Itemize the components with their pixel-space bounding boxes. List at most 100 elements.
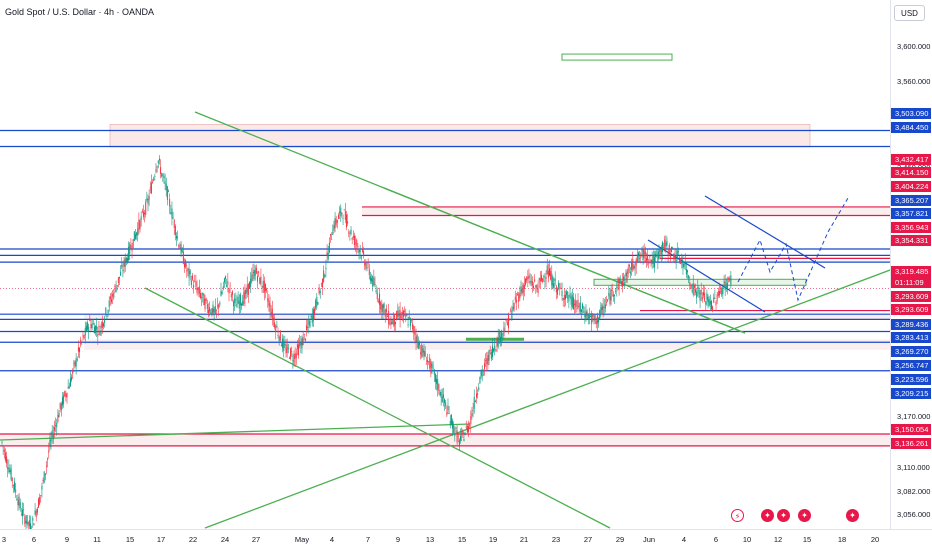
- candle-body: [276, 325, 278, 328]
- price-level-label: 3,432.417: [891, 154, 931, 165]
- price-level-label: 3,484.450: [891, 122, 931, 133]
- candle-body: [3, 449, 5, 452]
- candle-body: [204, 298, 206, 310]
- candle-body: [405, 314, 407, 318]
- candle-body: [639, 258, 641, 259]
- candle-body: [612, 294, 614, 297]
- candle-body: [449, 420, 451, 426]
- candle-body: [20, 514, 22, 516]
- candle-body: [202, 292, 204, 296]
- candle-body: [700, 289, 702, 295]
- time-tick-label: 19: [488, 535, 498, 544]
- candle-body: [603, 306, 605, 308]
- candle-body: [147, 199, 149, 205]
- candle-body: [537, 288, 539, 294]
- candle-body: [684, 260, 686, 265]
- time-tick-label: 6: [713, 535, 719, 544]
- candle-body: [704, 292, 706, 301]
- candle-body: [683, 264, 685, 267]
- candle-body: [372, 276, 374, 287]
- currency-button[interactable]: USD: [894, 5, 925, 21]
- time-axis-separator: [0, 529, 932, 530]
- us-flag-icon[interactable]: ✦: [777, 509, 790, 522]
- candle-body: [450, 415, 452, 425]
- candle-body: [527, 276, 529, 279]
- candle-body: [55, 425, 57, 426]
- candle-body: [76, 359, 78, 361]
- candle-body: [263, 280, 265, 293]
- candle-body: [258, 271, 260, 273]
- candle-body: [222, 286, 224, 289]
- candle-body: [291, 350, 293, 353]
- candle-body: [219, 302, 221, 305]
- candle-body: [522, 285, 524, 293]
- candle-body: [404, 311, 406, 313]
- candle-body: [187, 268, 189, 270]
- candle-body: [164, 181, 166, 184]
- channel-line: [647, 239, 766, 313]
- candle-body: [316, 296, 318, 307]
- candle-body: [629, 272, 631, 274]
- price-level-label: 3,223.596: [891, 374, 931, 385]
- candle-body: [12, 484, 14, 486]
- candle-body: [382, 304, 384, 314]
- event-icon[interactable]: ⚡: [731, 509, 744, 522]
- candle-body: [393, 313, 395, 326]
- candle-body: [138, 219, 140, 229]
- candle-body: [348, 232, 350, 234]
- candle-body: [235, 299, 237, 301]
- candle-body: [43, 471, 45, 483]
- candle-body: [154, 176, 156, 178]
- candle-body: [412, 323, 414, 330]
- candle-body: [41, 485, 43, 490]
- us-flag-icon[interactable]: ✦: [761, 509, 774, 522]
- candle-body: [26, 515, 28, 525]
- us-flag-icon[interactable]: ✦: [846, 509, 859, 522]
- time-tick-label: 10: [742, 535, 752, 544]
- candle-body: [24, 516, 26, 524]
- candle-body: [7, 467, 9, 469]
- trendline: [144, 287, 611, 529]
- candle-body: [131, 249, 133, 251]
- price-chart[interactable]: [0, 0, 890, 529]
- time-tick-label: 15: [457, 535, 467, 544]
- trendline: [0, 423, 471, 441]
- candle-body: [395, 321, 397, 325]
- candle-body: [89, 318, 91, 321]
- projected-path: [737, 197, 849, 302]
- candle-body: [568, 299, 570, 302]
- candle-body: [432, 367, 434, 369]
- candle-body: [355, 242, 357, 244]
- candle-body: [440, 391, 442, 398]
- candle-body: [552, 277, 554, 288]
- candle-body: [227, 281, 229, 285]
- price-tick-label: 3,082.000: [897, 487, 931, 497]
- candle-body: [657, 251, 659, 262]
- candle-body: [146, 198, 148, 201]
- candle-body: [389, 323, 391, 325]
- candle-body: [22, 509, 24, 517]
- candle-body: [623, 276, 625, 281]
- candle-body: [713, 297, 715, 303]
- candle-body: [133, 231, 135, 242]
- us-flag-icon[interactable]: ✦: [798, 509, 811, 522]
- candle-body: [32, 517, 34, 521]
- candle-body: [207, 309, 209, 314]
- candle-body: [330, 234, 331, 236]
- candle-body: [239, 294, 241, 306]
- candle-body: [116, 284, 118, 287]
- candle-body: [567, 291, 569, 299]
- candle-body: [10, 468, 12, 480]
- candle-body: [33, 523, 35, 526]
- candle-body: [697, 287, 699, 289]
- candle-body: [661, 242, 663, 252]
- candle-body: [446, 411, 448, 416]
- price-tick-label: 3,110.000: [897, 463, 930, 473]
- candle-body: [498, 331, 500, 341]
- candle-body: [562, 297, 564, 301]
- price-tick-label: 3,560.000: [897, 76, 931, 86]
- candle-body: [233, 301, 235, 307]
- candle-body: [468, 425, 470, 432]
- candle-body: [455, 427, 457, 429]
- candle-body: [333, 224, 335, 231]
